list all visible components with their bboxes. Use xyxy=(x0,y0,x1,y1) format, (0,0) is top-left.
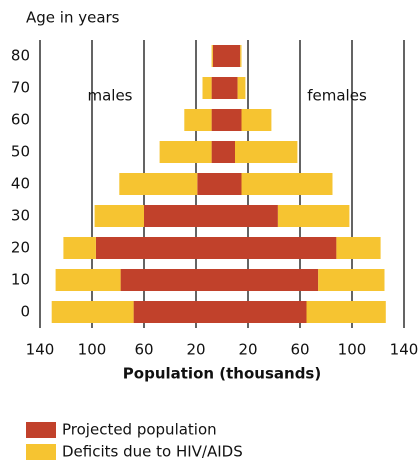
bar xyxy=(211,45,213,67)
bar xyxy=(184,109,212,131)
y-tick-label: 40 xyxy=(11,175,30,193)
bar xyxy=(241,173,333,195)
x-tick-label: 20 xyxy=(238,341,257,359)
bar xyxy=(222,173,242,195)
bar xyxy=(95,237,222,259)
legend-label: Projected population xyxy=(62,421,217,439)
x-tick-label: 20 xyxy=(186,341,205,359)
bar xyxy=(120,269,222,291)
legend-swatch xyxy=(26,444,56,460)
y-tick-label: 20 xyxy=(11,239,30,257)
chart-title: Age in years xyxy=(26,9,120,27)
bar xyxy=(222,45,241,67)
y-tick-label: 30 xyxy=(11,207,30,225)
bar xyxy=(197,173,222,195)
bar xyxy=(306,301,386,323)
y-tick-label: 50 xyxy=(11,143,30,161)
bar xyxy=(336,237,381,259)
bar xyxy=(222,301,307,323)
bar xyxy=(211,109,222,131)
x-tick-label: 100 xyxy=(338,341,367,359)
bar xyxy=(222,269,319,291)
bar xyxy=(211,77,222,99)
x-tick-label: 60 xyxy=(134,341,153,359)
bar xyxy=(237,77,246,99)
bar xyxy=(51,301,134,323)
bar xyxy=(222,141,235,163)
bar xyxy=(212,45,222,67)
legend-label: Deficits due to HIV/AIDS xyxy=(62,443,243,461)
bar xyxy=(63,237,96,259)
x-tick-label: 140 xyxy=(390,341,419,359)
bar xyxy=(222,237,337,259)
bar xyxy=(222,77,238,99)
bar xyxy=(222,109,242,131)
bar xyxy=(211,141,222,163)
bar xyxy=(133,301,222,323)
bar xyxy=(144,205,222,227)
bar xyxy=(159,141,212,163)
bar xyxy=(235,141,298,163)
x-axis-label: Population (thousands) xyxy=(123,365,321,383)
annotation: females xyxy=(307,87,367,105)
bar xyxy=(119,173,198,195)
bar xyxy=(241,109,272,131)
y-tick-label: 80 xyxy=(11,47,30,65)
bar xyxy=(55,269,121,291)
y-tick-label: 0 xyxy=(20,303,30,321)
bar xyxy=(202,77,212,99)
legend-swatch xyxy=(26,422,56,438)
bar xyxy=(277,205,350,227)
bar xyxy=(240,45,242,67)
y-tick-label: 70 xyxy=(11,79,30,97)
annotation: males xyxy=(87,87,132,105)
bar xyxy=(94,205,144,227)
y-tick-label: 10 xyxy=(11,271,30,289)
bar xyxy=(222,205,278,227)
x-tick-label: 60 xyxy=(290,341,309,359)
y-tick-label: 60 xyxy=(11,111,30,129)
x-tick-label: 140 xyxy=(26,341,55,359)
x-tick-label: 100 xyxy=(78,341,107,359)
bar xyxy=(318,269,385,291)
